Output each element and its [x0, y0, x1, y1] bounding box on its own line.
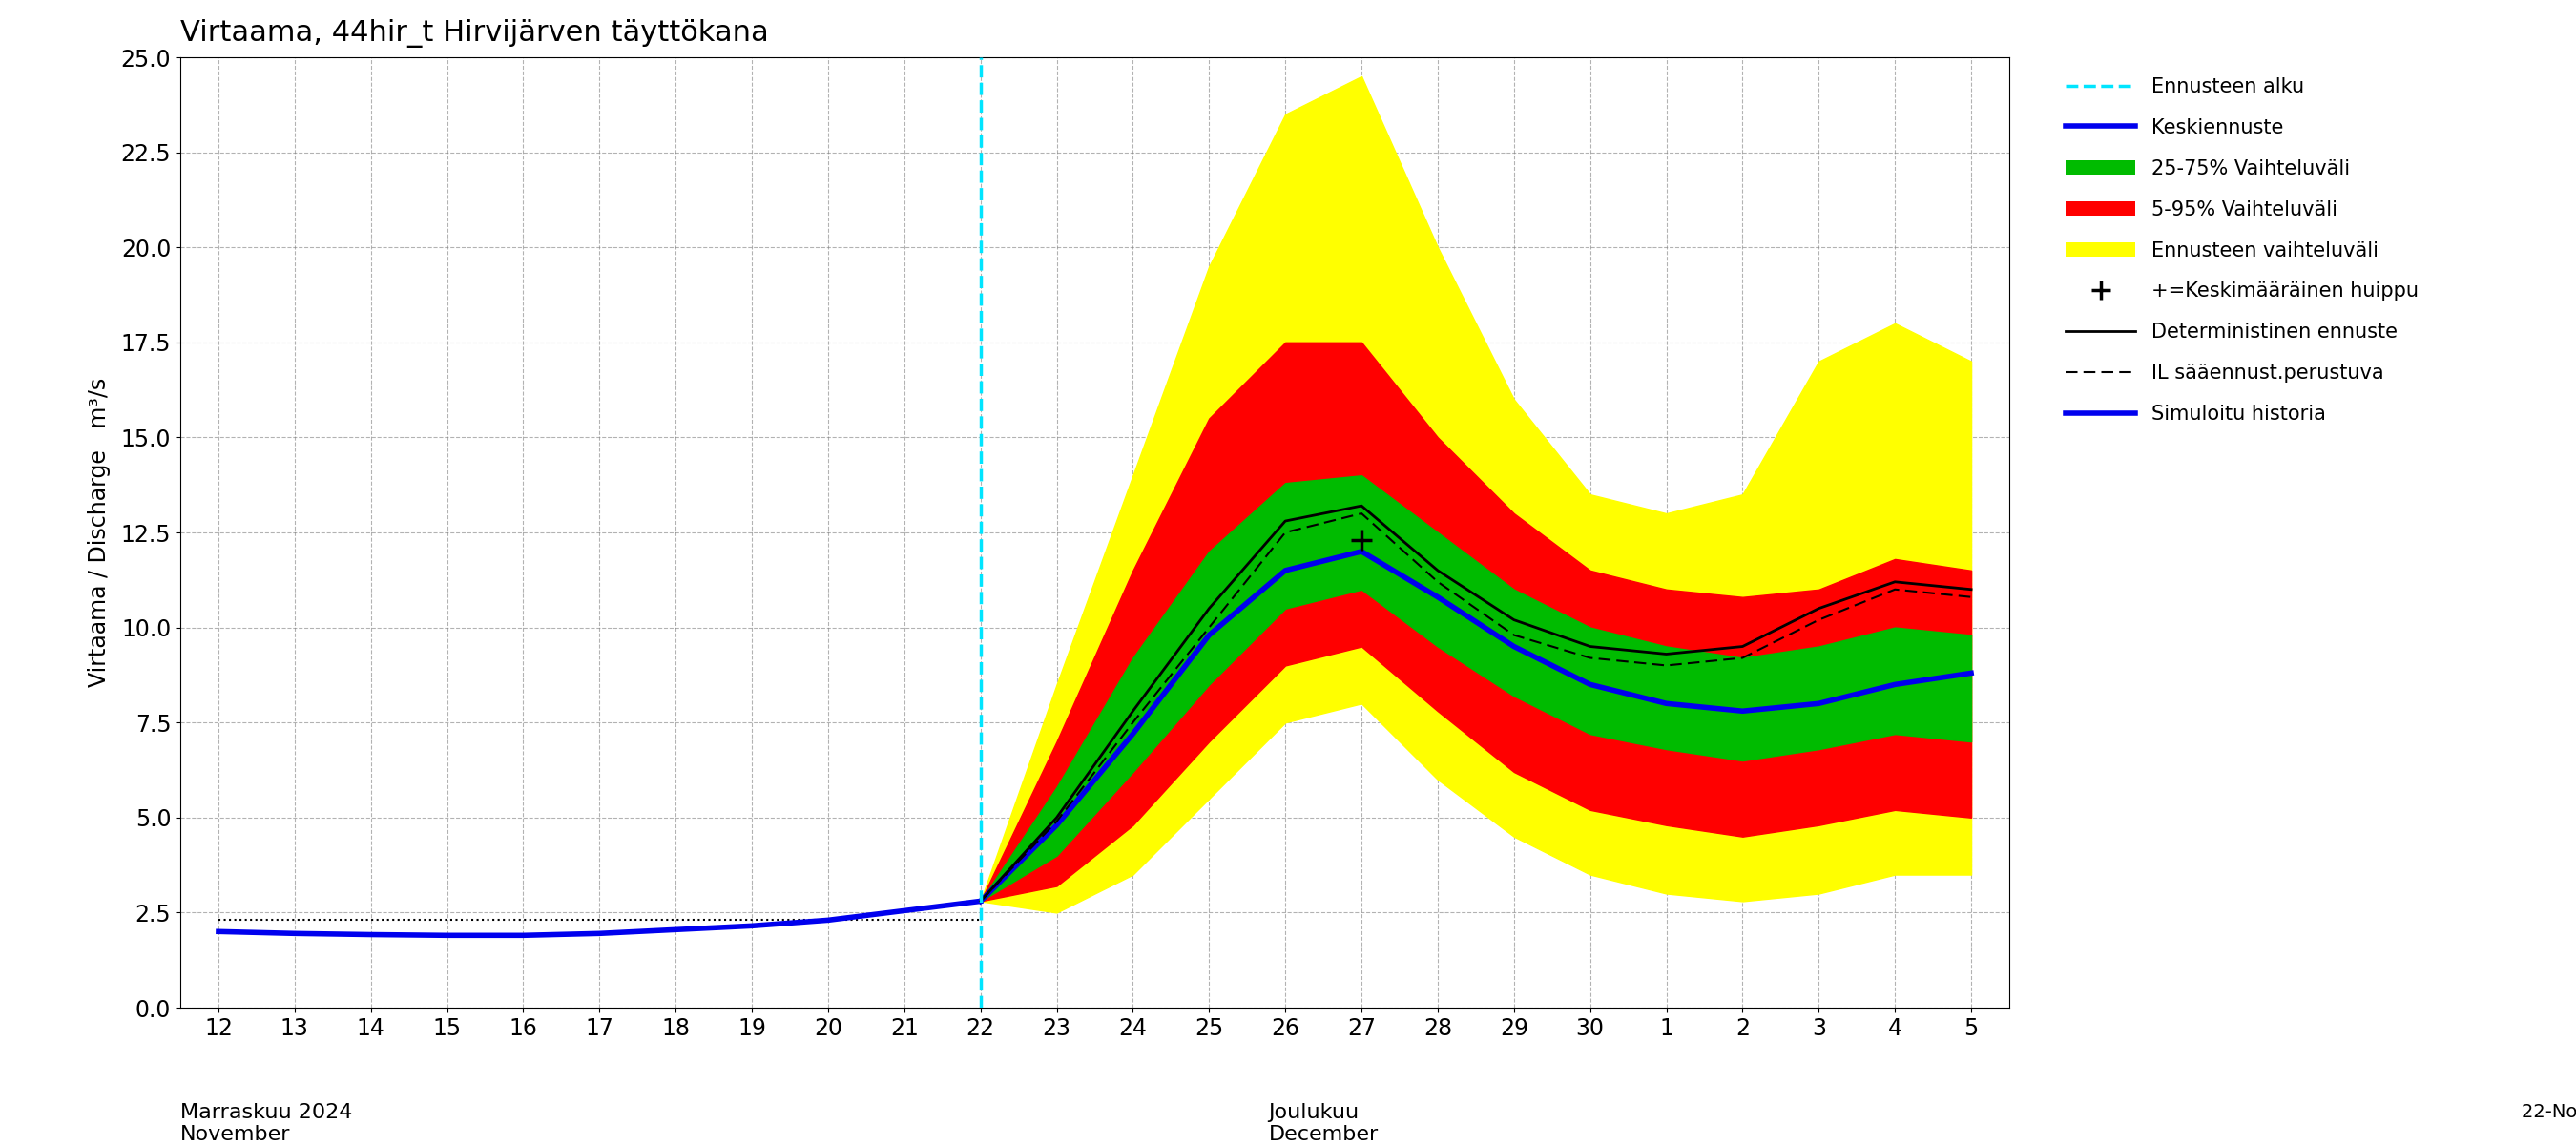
Text: Virtaama, 44hir_t Hirvijärven täyttökana: Virtaama, 44hir_t Hirvijärven täyttökana	[180, 19, 768, 48]
Text: Marraskuu 2024
November: Marraskuu 2024 November	[180, 1103, 353, 1144]
Legend: Ennusteen alku, Keskiennuste, 25-75% Vaihteluväli, 5-95% Vaihteluväli, Ennusteen: Ennusteen alku, Keskiennuste, 25-75% Vai…	[2056, 68, 2429, 434]
Text: Joulukuu
December: Joulukuu December	[1267, 1103, 1378, 1144]
Text: 22-Nov-2024 19:36 WSFS-O: 22-Nov-2024 19:36 WSFS-O	[2522, 1103, 2576, 1121]
Y-axis label: Virtaama / Discharge   m³/s: Virtaama / Discharge m³/s	[88, 378, 111, 687]
